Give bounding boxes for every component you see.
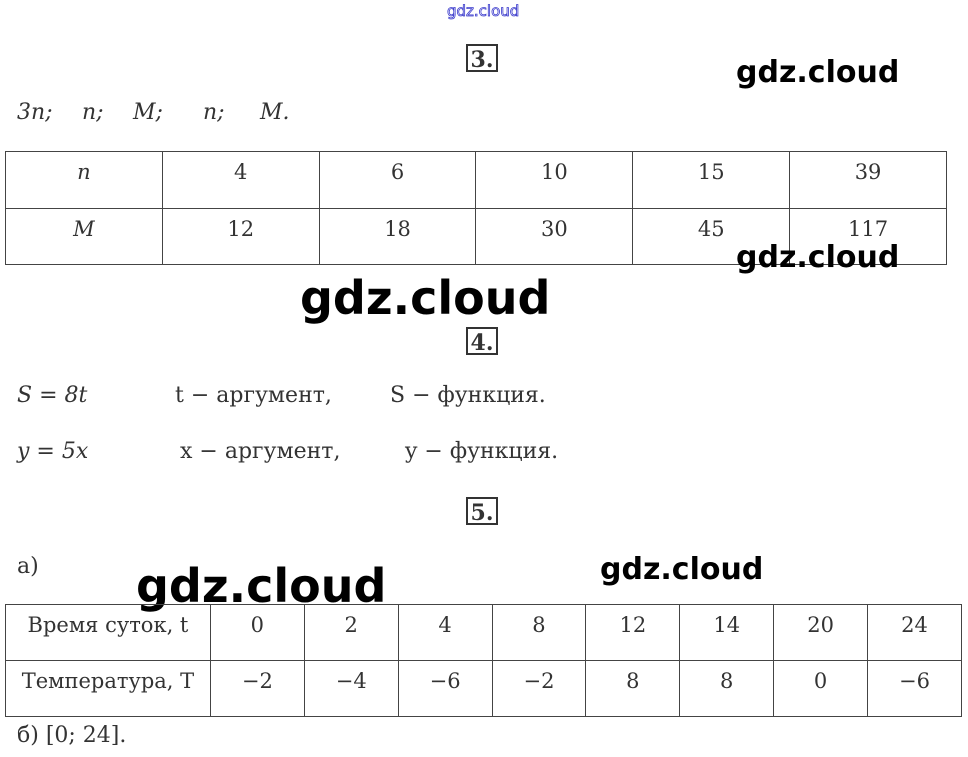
intro-item: 3n; bbox=[17, 100, 53, 125]
row-header: Температура, T bbox=[5, 660, 211, 717]
table-cell: 8 bbox=[491, 604, 587, 661]
table-cell: −6 bbox=[397, 660, 493, 717]
table-cell: 8 bbox=[679, 660, 775, 717]
table-cell: −4 bbox=[303, 660, 399, 717]
function-text: S − функция. bbox=[390, 383, 546, 408]
table-cell: −2 bbox=[209, 660, 305, 717]
part-b-answer: б) [0; 24]. bbox=[17, 723, 127, 748]
row-header: M bbox=[5, 208, 163, 265]
watermark: gdz.cloud bbox=[736, 55, 900, 90]
formula: y = 5x bbox=[17, 439, 89, 464]
table-cell: 12 bbox=[585, 604, 681, 661]
argument-text: t − аргумент, bbox=[175, 383, 332, 408]
table-cell: 30 bbox=[475, 208, 634, 265]
table-cell: 0 bbox=[209, 604, 305, 661]
table-cell: 6 bbox=[318, 151, 477, 209]
watermark: gdz.cloud bbox=[136, 559, 387, 613]
table-cell: −6 bbox=[867, 660, 962, 717]
task-5-number: 5. bbox=[466, 497, 498, 526]
table-cell: 10 bbox=[475, 151, 634, 209]
table-cell: 15 bbox=[632, 151, 791, 209]
task-3-number: 3. bbox=[466, 44, 498, 73]
temperature-table: Время суток, t 0 2 4 8 12 14 20 24 Темпе… bbox=[5, 604, 962, 717]
watermark: gdz.cloud bbox=[300, 271, 551, 325]
task-4-number: 4. bbox=[466, 327, 498, 356]
table-cell: 117 bbox=[789, 208, 947, 265]
table-cell: 39 bbox=[789, 151, 947, 209]
row-header: n bbox=[5, 151, 163, 209]
intro-item: n; bbox=[203, 100, 225, 125]
table-cell: 12 bbox=[161, 208, 320, 265]
table-row: Время суток, t 0 2 4 8 12 14 20 24 bbox=[5, 604, 962, 661]
table-cell: 18 bbox=[318, 208, 477, 265]
table-cell: 20 bbox=[773, 604, 869, 661]
part-a-label: а) bbox=[17, 554, 39, 579]
n-m-table: n 4 6 10 15 39 M 12 18 30 45 117 bbox=[5, 151, 947, 265]
row-header: Время суток, t bbox=[5, 604, 211, 661]
table-cell: 4 bbox=[397, 604, 493, 661]
table-row: Температура, T −2 −4 −6 −2 8 8 0 −6 bbox=[5, 660, 962, 717]
intro-item: M. bbox=[260, 100, 290, 125]
table-row: n 4 6 10 15 39 bbox=[5, 151, 947, 209]
table-cell: 2 bbox=[303, 604, 399, 661]
table-cell: 24 bbox=[867, 604, 962, 661]
table-row: M 12 18 30 45 117 bbox=[5, 208, 947, 265]
watermark: gdz.cloud bbox=[736, 240, 900, 275]
intro-item: M; bbox=[133, 100, 163, 125]
watermark: gdz.cloud bbox=[600, 552, 764, 587]
table-cell: −2 bbox=[491, 660, 587, 717]
formula: S = 8t bbox=[17, 383, 88, 408]
watermark-top: gdz.cloud bbox=[447, 2, 520, 21]
table-cell: 4 bbox=[161, 151, 320, 209]
table-cell: 8 bbox=[585, 660, 681, 717]
function-text: y − функция. bbox=[405, 439, 559, 464]
argument-text: x − аргумент, bbox=[180, 439, 341, 464]
table-cell: 0 bbox=[773, 660, 869, 717]
table-cell: 45 bbox=[632, 208, 791, 265]
table-cell: 14 bbox=[679, 604, 775, 661]
intro-item: n; bbox=[82, 100, 104, 125]
